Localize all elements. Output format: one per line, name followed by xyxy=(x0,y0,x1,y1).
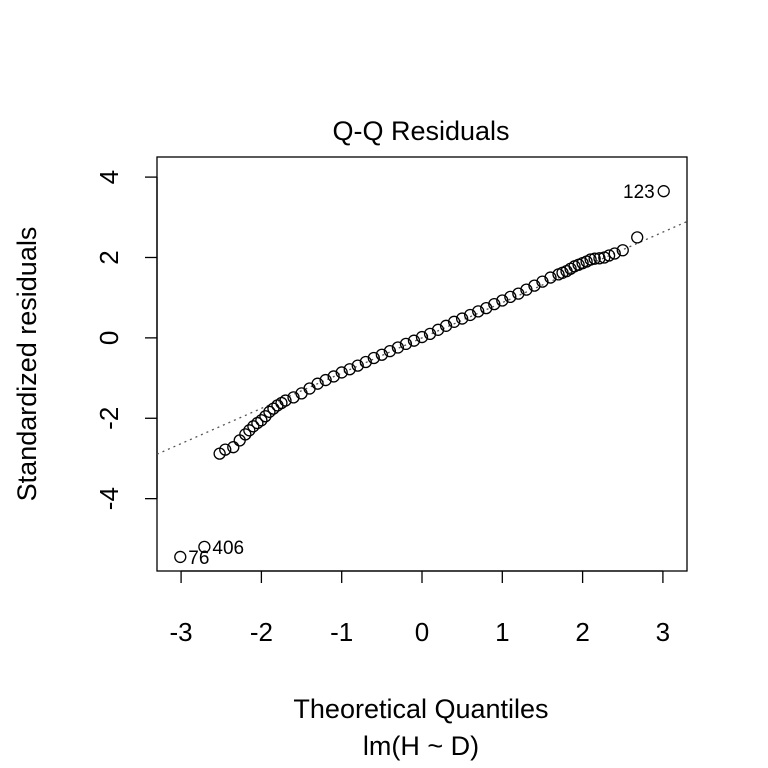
data-point xyxy=(439,319,453,332)
data-point xyxy=(198,540,211,554)
data-point xyxy=(295,387,308,400)
data-point xyxy=(593,252,606,265)
data-point xyxy=(343,363,356,376)
data-point xyxy=(359,355,372,369)
data-point xyxy=(259,410,272,423)
data-point xyxy=(488,297,501,311)
data-point xyxy=(598,251,611,264)
data-point xyxy=(399,337,413,351)
reference-line xyxy=(156,220,688,455)
chart-title: Q-Q Residuals xyxy=(332,116,509,146)
x-axis: -3 -2 -1 0 1 2 3 xyxy=(170,570,670,647)
data-point xyxy=(383,344,397,358)
point-label: 76 xyxy=(188,548,209,569)
data-points xyxy=(174,185,670,564)
data-point xyxy=(275,396,288,410)
x-tick-label: -1 xyxy=(330,617,353,647)
data-point xyxy=(415,330,429,344)
data-point xyxy=(247,420,260,433)
data-point xyxy=(287,391,300,404)
data-point xyxy=(243,424,256,437)
x-tick-label: 3 xyxy=(656,617,670,647)
data-point xyxy=(447,315,461,328)
data-point xyxy=(327,370,340,383)
data-point xyxy=(520,283,533,296)
point-label: 406 xyxy=(212,538,244,559)
data-point xyxy=(375,348,388,361)
y-tick-label: -2 xyxy=(94,407,124,430)
data-point xyxy=(480,301,493,315)
data-point xyxy=(423,327,437,341)
data-point xyxy=(335,366,348,379)
data-point xyxy=(391,341,405,354)
data-point xyxy=(267,402,280,415)
data-point xyxy=(512,287,525,300)
plot-frame xyxy=(156,156,688,572)
data-point xyxy=(233,434,246,447)
y-axis: -4 -2 0 2 4 xyxy=(94,170,158,510)
data-point xyxy=(227,441,240,454)
data-point xyxy=(407,334,421,347)
data-point xyxy=(431,323,445,336)
y-tick-label: -4 xyxy=(94,487,124,510)
data-point xyxy=(472,305,485,318)
y-tick-label: 2 xyxy=(94,250,124,264)
x-tick-label: 2 xyxy=(575,617,589,647)
point-label: 123 xyxy=(623,182,655,203)
x-axis-title: Theoretical Quantiles xyxy=(293,694,548,724)
data-point xyxy=(504,290,517,304)
data-point xyxy=(631,231,644,244)
x-tick-label: -3 xyxy=(170,617,193,647)
y-tick-label: 0 xyxy=(94,331,124,345)
data-point xyxy=(174,550,187,564)
x-tick-label: -2 xyxy=(250,617,273,647)
model-formula: lm(H ~ D) xyxy=(363,731,479,761)
data-point xyxy=(213,447,226,460)
data-point xyxy=(528,279,541,292)
data-point xyxy=(367,351,380,365)
data-point xyxy=(464,308,477,322)
data-point xyxy=(263,405,276,418)
data-point xyxy=(496,294,509,307)
y-tick-label: 4 xyxy=(94,170,124,184)
data-point xyxy=(608,247,621,260)
data-point xyxy=(271,399,284,412)
data-point xyxy=(552,268,565,281)
data-point xyxy=(616,244,629,257)
x-tick-label: 0 xyxy=(415,617,429,647)
data-point xyxy=(351,359,364,372)
data-point xyxy=(588,252,601,265)
y-axis-title: Standardized residuals xyxy=(12,227,42,502)
data-point xyxy=(657,185,670,198)
data-point xyxy=(251,416,264,430)
data-point xyxy=(536,275,549,288)
x-tick-label: 1 xyxy=(495,617,509,647)
data-point xyxy=(544,271,557,284)
data-point xyxy=(255,414,268,427)
data-point xyxy=(319,373,332,387)
data-point xyxy=(456,312,469,325)
